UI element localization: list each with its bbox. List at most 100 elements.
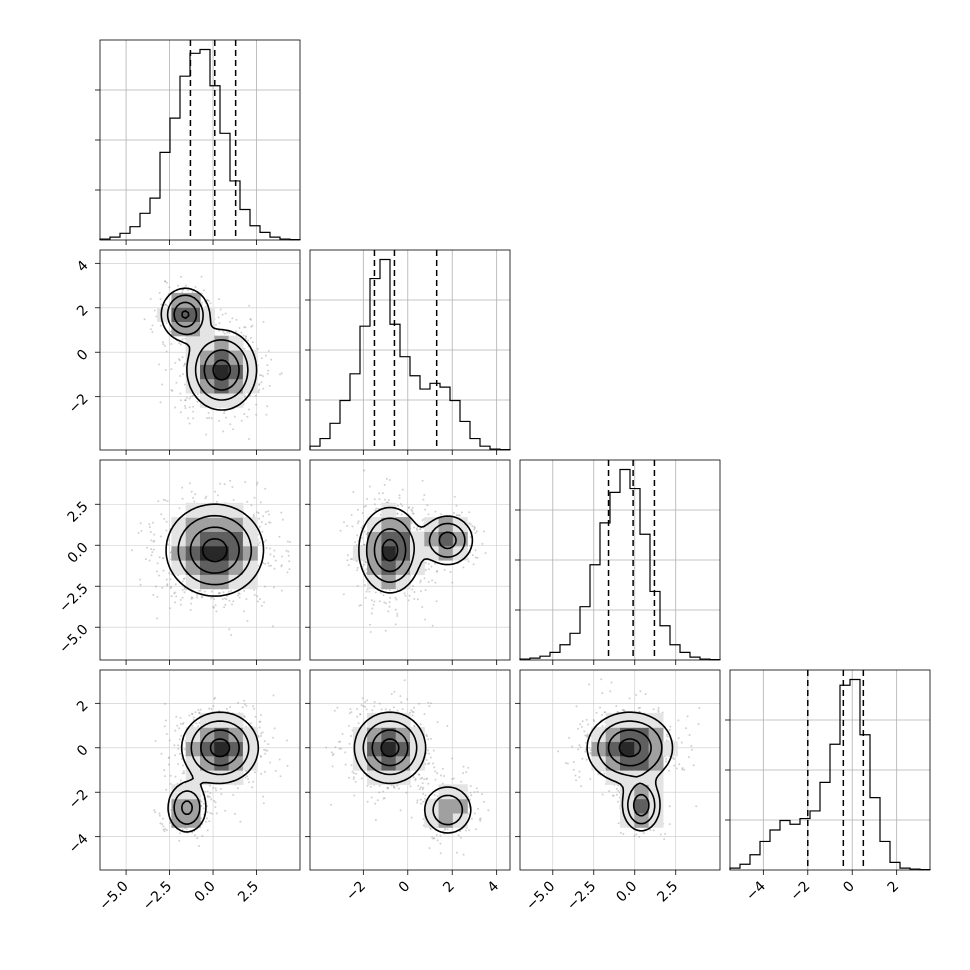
sample-point	[262, 802, 265, 805]
sample-point	[232, 793, 235, 796]
sample-point	[224, 312, 227, 315]
density-cell	[214, 741, 230, 757]
sample-point	[274, 769, 277, 772]
sample-point	[237, 592, 240, 595]
sample-point	[266, 749, 269, 752]
sample-point	[363, 563, 366, 566]
sample-point	[169, 607, 172, 610]
sample-point	[200, 804, 203, 807]
sample-point	[250, 325, 253, 328]
sample-point	[198, 712, 201, 715]
sample-point	[164, 702, 167, 705]
sample-point	[181, 291, 184, 294]
contour-1-2-3	[358, 506, 474, 594]
sample-point	[210, 417, 213, 420]
sample-point	[199, 589, 202, 592]
sample-point	[396, 615, 399, 617]
sample-point	[259, 735, 262, 737]
sample-point	[196, 837, 199, 840]
sample-point	[473, 812, 476, 815]
density-cell	[242, 517, 258, 532]
sample-point	[369, 623, 371, 626]
sample-point	[180, 275, 183, 278]
sample-point	[424, 794, 427, 797]
sample-point	[241, 706, 244, 709]
sample-point	[462, 765, 465, 768]
sample-point	[424, 618, 427, 621]
sample-point	[206, 790, 209, 793]
density-1-2	[339, 469, 487, 633]
sample-point	[153, 309, 156, 312]
sample-point	[155, 585, 157, 588]
sample-point	[268, 521, 270, 524]
sample-point	[210, 597, 213, 600]
sample-point	[266, 364, 269, 367]
sample-point	[264, 539, 267, 542]
sample-point	[419, 786, 422, 789]
sample-point	[467, 766, 470, 769]
sample-point	[171, 389, 174, 392]
sample-point	[428, 847, 431, 850]
sample-point	[149, 297, 152, 300]
density-cell	[381, 502, 397, 518]
sample-point	[350, 735, 352, 737]
density-cell	[367, 517, 382, 532]
sample-point	[196, 594, 199, 596]
sample-point	[414, 779, 417, 782]
sample-point	[373, 498, 376, 501]
sample-point	[371, 607, 374, 610]
sample-point	[223, 606, 226, 609]
sample-point	[346, 554, 349, 557]
sample-point	[179, 779, 182, 782]
sample-point	[198, 589, 200, 592]
sample-point	[158, 291, 161, 294]
sample-point	[208, 299, 210, 302]
sample-point	[223, 412, 226, 415]
sample-point	[436, 772, 439, 775]
sample-point	[177, 763, 179, 765]
sample-point	[190, 602, 193, 605]
sample-point	[267, 510, 270, 513]
sample-point	[462, 566, 465, 569]
sample-point	[425, 778, 428, 780]
sample-point	[218, 322, 221, 325]
sample-point	[274, 559, 277, 562]
sample-point	[214, 806, 217, 808]
sample-point	[273, 567, 276, 570]
sample-point	[361, 537, 363, 539]
sample-point	[468, 511, 471, 514]
sample-point	[270, 358, 273, 361]
sample-point	[214, 490, 217, 493]
sample-point	[429, 827, 432, 830]
density-cell	[171, 560, 187, 575]
sample-point	[215, 610, 218, 613]
sample-point	[422, 498, 425, 501]
sample-point	[424, 561, 427, 564]
sample-point	[433, 837, 436, 840]
sample-point	[170, 389, 173, 391]
sample-point	[431, 579, 434, 582]
sample-point	[217, 329, 220, 332]
density-cell	[395, 727, 411, 742]
sample-point	[416, 529, 419, 532]
sample-point	[421, 782, 424, 785]
sample-point	[264, 585, 266, 588]
sample-point	[446, 725, 449, 727]
sample-point	[200, 800, 203, 803]
sample-point	[165, 788, 168, 791]
sample-point	[333, 709, 336, 712]
sample-point	[375, 507, 378, 510]
sample-point	[253, 707, 256, 710]
sample-point	[191, 712, 194, 715]
sample-point	[396, 612, 399, 615]
sample-point	[181, 828, 184, 831]
sample-point	[383, 797, 386, 800]
hist-frame-0	[99, 39, 301, 241]
sample-point	[221, 598, 224, 601]
sample-point	[366, 784, 369, 787]
sample-point	[238, 596, 241, 599]
sample-point	[476, 790, 479, 793]
sample-point	[343, 521, 345, 524]
sample-point	[396, 512, 399, 515]
density-cell	[452, 812, 468, 828]
